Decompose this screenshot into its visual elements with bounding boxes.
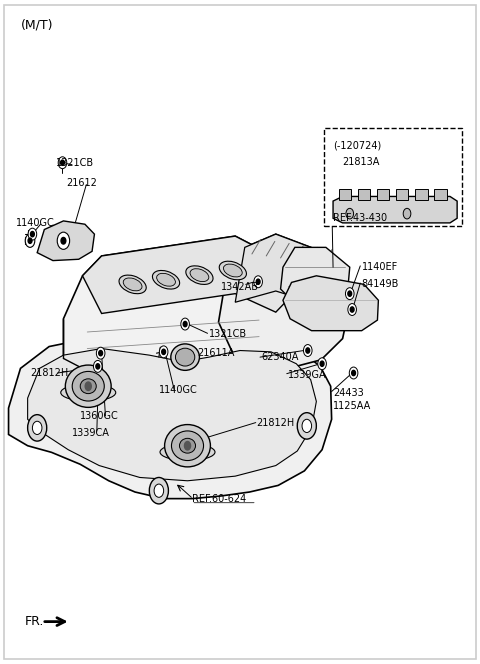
Circle shape: [159, 346, 168, 358]
Ellipse shape: [171, 431, 204, 461]
Ellipse shape: [123, 278, 142, 291]
Circle shape: [254, 276, 263, 288]
Polygon shape: [218, 234, 352, 372]
Text: 21812H: 21812H: [30, 368, 68, 378]
Circle shape: [256, 279, 260, 284]
Text: (M/T): (M/T): [21, 18, 53, 31]
Ellipse shape: [186, 266, 213, 284]
Circle shape: [302, 419, 312, 432]
Bar: [377, 189, 389, 200]
Ellipse shape: [165, 424, 210, 467]
Circle shape: [318, 358, 326, 370]
Circle shape: [297, 412, 316, 439]
Text: 21611A: 21611A: [197, 348, 234, 358]
Polygon shape: [333, 197, 457, 223]
Ellipse shape: [65, 365, 111, 408]
Circle shape: [184, 442, 191, 450]
Circle shape: [154, 484, 164, 497]
Circle shape: [28, 414, 47, 441]
Text: REF.43-430: REF.43-430: [333, 213, 387, 223]
Polygon shape: [9, 337, 332, 499]
Circle shape: [31, 232, 34, 237]
Circle shape: [181, 318, 190, 330]
Text: 24433: 24433: [333, 388, 364, 398]
Text: FR.: FR.: [24, 615, 44, 628]
Circle shape: [96, 347, 105, 359]
Ellipse shape: [80, 379, 96, 394]
Circle shape: [403, 208, 411, 219]
Text: 1125AA: 1125AA: [333, 401, 372, 411]
Bar: [396, 189, 408, 200]
Text: 1339CA: 1339CA: [72, 428, 110, 438]
Ellipse shape: [160, 444, 215, 461]
Text: 1321CB: 1321CB: [56, 159, 95, 169]
Text: 1321CB: 1321CB: [209, 329, 247, 339]
Circle shape: [306, 348, 310, 353]
Ellipse shape: [72, 371, 104, 401]
Text: 21812H: 21812H: [257, 418, 295, 428]
Bar: [324, 128, 462, 226]
Ellipse shape: [119, 275, 146, 293]
Circle shape: [94, 361, 102, 373]
Polygon shape: [83, 236, 295, 313]
Text: 1342AB: 1342AB: [221, 282, 259, 292]
Text: 84149B: 84149B: [362, 280, 399, 290]
Circle shape: [348, 303, 357, 315]
Polygon shape: [281, 248, 350, 307]
Ellipse shape: [190, 269, 209, 282]
Text: 1140EF: 1140EF: [362, 262, 398, 272]
Circle shape: [183, 321, 187, 327]
Circle shape: [303, 345, 312, 357]
Ellipse shape: [171, 344, 199, 371]
Text: 1339GA: 1339GA: [288, 370, 326, 380]
Circle shape: [85, 382, 91, 390]
Polygon shape: [235, 234, 352, 309]
Text: 1140GC: 1140GC: [16, 218, 54, 228]
Text: 21612: 21612: [66, 178, 96, 188]
Circle shape: [96, 364, 100, 369]
Circle shape: [60, 160, 64, 165]
Circle shape: [346, 288, 354, 299]
Bar: [415, 189, 428, 200]
Circle shape: [99, 351, 103, 356]
Text: 1360GC: 1360GC: [80, 411, 119, 421]
Ellipse shape: [156, 274, 175, 286]
Text: 21813A: 21813A: [343, 157, 380, 167]
Polygon shape: [28, 349, 316, 481]
Bar: [434, 189, 446, 200]
Text: REF.60-624: REF.60-624: [192, 493, 247, 503]
Ellipse shape: [61, 384, 116, 401]
Circle shape: [25, 234, 35, 248]
Circle shape: [28, 228, 36, 240]
Ellipse shape: [224, 264, 242, 277]
Text: 1140GC: 1140GC: [159, 385, 198, 395]
Ellipse shape: [153, 270, 180, 289]
Circle shape: [28, 238, 32, 244]
Text: (-120724): (-120724): [333, 141, 381, 151]
Circle shape: [349, 367, 358, 379]
Ellipse shape: [176, 348, 195, 366]
Circle shape: [58, 157, 67, 169]
Ellipse shape: [180, 438, 195, 453]
Circle shape: [33, 421, 42, 434]
Polygon shape: [283, 276, 378, 331]
Circle shape: [348, 291, 352, 296]
Bar: [358, 189, 370, 200]
Polygon shape: [63, 236, 295, 378]
Circle shape: [61, 238, 66, 244]
Ellipse shape: [219, 261, 246, 280]
Circle shape: [320, 361, 324, 367]
Circle shape: [346, 208, 354, 219]
Circle shape: [57, 232, 70, 250]
Bar: [339, 189, 351, 200]
Circle shape: [350, 307, 354, 312]
Circle shape: [352, 371, 356, 376]
Polygon shape: [37, 221, 95, 260]
Circle shape: [162, 349, 166, 355]
Circle shape: [149, 477, 168, 504]
Text: 62340A: 62340A: [262, 352, 299, 362]
